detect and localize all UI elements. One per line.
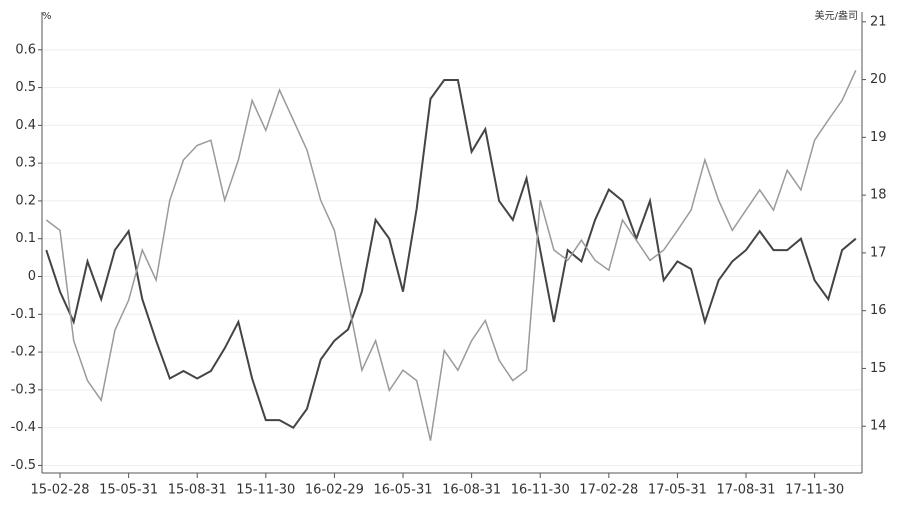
x-tick-label: 16-11-30 bbox=[511, 483, 570, 498]
series-line bbox=[45, 79, 857, 430]
x-tick-label: 17-02-28 bbox=[579, 483, 638, 498]
x-tick-label: 15-11-30 bbox=[236, 483, 295, 498]
y-tick-label: -0.5 bbox=[11, 458, 36, 473]
x-tick-label: 17-11-30 bbox=[785, 483, 844, 498]
y-tick-label: 0.4 bbox=[15, 118, 36, 133]
y2-axis-title: 美元/盎司 bbox=[815, 9, 858, 22]
y2-tick-label: 18 bbox=[870, 188, 887, 203]
y-tick-label: -0.3 bbox=[11, 382, 36, 397]
x-tick-label: 16-02-29 bbox=[305, 483, 364, 498]
y-tick-label: 0.6 bbox=[15, 42, 36, 57]
y-axis-title: % bbox=[42, 11, 52, 22]
y-tick-label: 0.3 bbox=[15, 156, 36, 171]
y-tick-label: 0 bbox=[28, 269, 36, 284]
y2-tick-label: 21 bbox=[870, 14, 887, 29]
x-tick-label: 17-05-31 bbox=[648, 483, 707, 498]
x-tick-label: 16-05-31 bbox=[374, 483, 433, 498]
x-tick-label: 17-08-31 bbox=[717, 483, 776, 498]
y2-tick-label: 17 bbox=[870, 245, 887, 260]
y-tick-label: 0.5 bbox=[15, 80, 36, 95]
y2-tick-label: 15 bbox=[870, 361, 887, 376]
x-tick-label: 15-02-28 bbox=[31, 483, 90, 498]
y2-tick-label: 20 bbox=[870, 72, 887, 87]
y2-tick-label: 16 bbox=[870, 303, 887, 318]
y2-tick-label: 14 bbox=[870, 419, 887, 434]
y-tick-label: -0.2 bbox=[11, 345, 36, 360]
y-tick-label: -0.4 bbox=[11, 420, 36, 435]
x-tick-label: 16-08-31 bbox=[442, 483, 501, 498]
series-line bbox=[45, 69, 857, 441]
y-tick-label: 0.1 bbox=[15, 231, 36, 246]
y-tick-label: 0.2 bbox=[15, 193, 36, 208]
x-tick-label: 15-05-31 bbox=[99, 483, 158, 498]
y2-tick-label: 19 bbox=[870, 130, 887, 145]
y-tick-label: -0.1 bbox=[11, 307, 36, 322]
x-tick-label: 15-08-31 bbox=[168, 483, 227, 498]
